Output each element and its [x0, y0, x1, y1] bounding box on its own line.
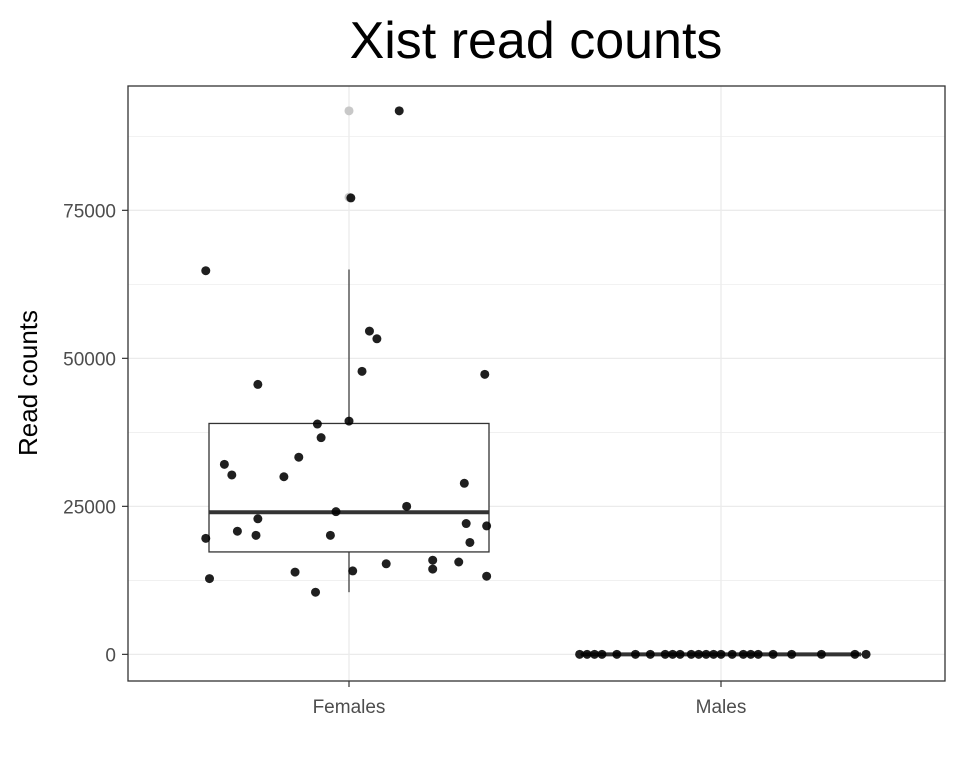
data-point-males: [746, 649, 756, 659]
data-point-females: [294, 452, 304, 462]
y-tick-label: 50000: [63, 349, 116, 370]
data-point-males: [753, 649, 763, 659]
data-point-females: [454, 557, 464, 567]
y-tick-label: 25000: [63, 497, 116, 518]
data-point-females: [331, 507, 341, 517]
y-tick-label: 0: [105, 645, 116, 666]
data-point-females: [253, 379, 263, 389]
data-point-females: [394, 106, 404, 116]
data-point-males: [709, 649, 719, 659]
data-point-males: [787, 649, 797, 659]
outlier-point-females: [344, 106, 354, 116]
data-point-females: [312, 419, 322, 429]
points-layer: [201, 106, 871, 659]
data-point-females: [316, 433, 326, 443]
data-point-females: [465, 537, 475, 547]
plot-panel-border: [127, 85, 946, 682]
data-point-females: [348, 566, 358, 576]
data-point-males: [850, 649, 860, 659]
data-point-males: [694, 649, 704, 659]
data-point-females: [372, 334, 382, 344]
data-point-females: [482, 521, 492, 531]
data-point-males: [645, 649, 655, 659]
data-point-females: [290, 567, 300, 577]
data-point-females: [428, 564, 438, 574]
data-point-females: [201, 533, 211, 543]
data-point-males: [816, 649, 826, 659]
data-point-males: [575, 649, 585, 659]
y-tick-label: 75000: [63, 201, 116, 222]
data-point-females: [402, 501, 412, 511]
data-point-males: [675, 649, 685, 659]
data-point-males: [716, 649, 726, 659]
data-point-females: [232, 526, 242, 536]
data-point-males: [590, 649, 600, 659]
chart-title: Xist read counts: [350, 12, 723, 70]
data-point-males: [768, 649, 778, 659]
x-tick-label-females: Females: [313, 697, 386, 718]
data-point-males: [701, 649, 711, 659]
data-point-males: [660, 649, 670, 659]
data-point-females: [251, 530, 261, 540]
data-point-females: [279, 472, 289, 482]
axes: 0 25000 50000 75000 Females Males: [63, 201, 746, 718]
data-point-females: [219, 459, 229, 469]
data-point-females: [344, 416, 354, 426]
data-point-males: [597, 649, 607, 659]
data-point-males: [630, 649, 640, 659]
plot-panel: [128, 86, 945, 681]
data-point-males: [727, 649, 737, 659]
data-point-females: [381, 559, 391, 569]
data-point-females: [461, 519, 471, 529]
data-point-males: [686, 649, 696, 659]
data-point-females: [311, 587, 321, 597]
data-point-males: [861, 649, 871, 659]
data-point-males: [582, 649, 592, 659]
data-point-females: [428, 555, 438, 565]
data-point-males: [668, 649, 678, 659]
data-point-females: [253, 514, 263, 524]
data-point-females: [346, 193, 356, 203]
data-point-females: [325, 530, 335, 540]
box-females: [208, 422, 490, 553]
data-point-females: [227, 470, 237, 480]
data-point-males: [738, 649, 748, 659]
data-point-females: [482, 571, 492, 581]
data-point-females: [459, 478, 469, 488]
data-point-males: [612, 649, 622, 659]
data-point-females: [357, 366, 367, 376]
data-point-females: [201, 266, 211, 276]
data-point-females: [205, 574, 214, 584]
data-point-females: [480, 369, 490, 379]
y-axis-label: Read counts: [13, 310, 43, 456]
data-point-females: [364, 326, 374, 336]
x-tick-label-males: Males: [696, 697, 747, 718]
